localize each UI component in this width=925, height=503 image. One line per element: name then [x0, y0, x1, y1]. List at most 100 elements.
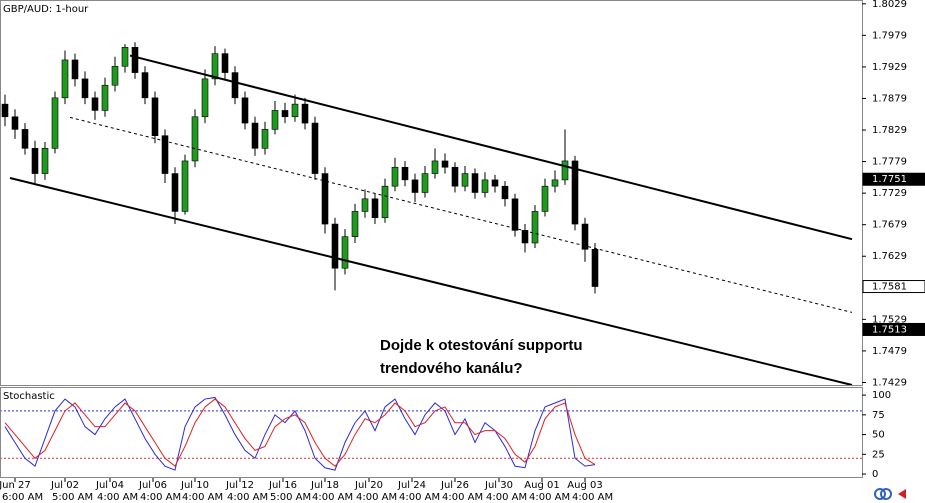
- candle-body: [131, 47, 139, 73]
- x-tick-label: Aug 03: [567, 480, 602, 491]
- candle-body: [441, 160, 449, 168]
- x-time-label: 4:00 AM: [182, 492, 223, 503]
- x-time-label: 5:00 AM: [270, 492, 311, 503]
- title-bg: [1, 2, 97, 16]
- x-time-label: 4:00 AM: [356, 492, 397, 503]
- candle-body: [561, 160, 569, 181]
- price-marker: [862, 280, 925, 294]
- x-tick-label: Jul 18: [310, 480, 339, 491]
- icon[interactable]: [874, 488, 886, 500]
- candle-body: [101, 84, 109, 111]
- indicator-line: [4, 398, 596, 467]
- candle-body: [321, 173, 329, 225]
- candle-body: [61, 59, 69, 99]
- x-tick-label: Jul 24: [397, 480, 426, 491]
- candle-body: [151, 97, 159, 136]
- candle-body: [511, 198, 519, 231]
- candle-body: [91, 97, 99, 111]
- y-tick-label: 50: [872, 430, 885, 441]
- candle-body: [221, 53, 229, 73]
- x-time-label: 4:00 AM: [312, 492, 353, 503]
- candle-body: [391, 166, 399, 187]
- candle-body: [351, 211, 359, 237]
- candle-body: [211, 53, 219, 80]
- x-tick-label: Jul 26: [440, 480, 469, 491]
- y-tick-label: 1.7979: [872, 30, 907, 41]
- candle-body: [311, 122, 319, 174]
- candle-body: [491, 179, 499, 187]
- icon[interactable]: [880, 488, 892, 500]
- indicator-frame: [0, 387, 863, 478]
- x-time-label: 4:00 AM: [486, 492, 527, 503]
- candle-body: [161, 135, 169, 174]
- x-tick-label: Jul 20: [354, 480, 383, 491]
- candle-body: [271, 110, 279, 130]
- y-tick-label: 1.7779: [872, 157, 907, 168]
- x-time-label: 4:00 AM: [572, 492, 613, 503]
- icon[interactable]: [898, 489, 906, 499]
- y-tick-label: 1.7829: [872, 125, 907, 136]
- candle-body: [531, 211, 539, 244]
- channel-line: [69, 116, 853, 313]
- y-tick-label: 100: [872, 390, 891, 401]
- candle-body: [301, 103, 309, 124]
- annotation: Dojde k otestování supportu: [380, 337, 583, 354]
- candle-body: [481, 179, 489, 193]
- candle-body: [1, 103, 9, 118]
- candle-body: [421, 173, 429, 193]
- indicator-title-bg: [1, 389, 57, 402]
- candle-body: [261, 129, 269, 149]
- y-tick-label: 0: [872, 469, 878, 480]
- candle-body: [461, 173, 469, 187]
- candle-body: [471, 173, 479, 193]
- y-tick-label: 1.7879: [872, 93, 907, 104]
- candle-body: [231, 72, 239, 99]
- x-time-label: 5:00 AM: [52, 492, 93, 503]
- candle-body: [371, 198, 379, 219]
- main-frame: [0, 0, 863, 386]
- channel-line: [9, 177, 853, 386]
- y-tick-label: 1.7929: [872, 62, 907, 73]
- candle-body: [581, 223, 589, 250]
- candle-body: [501, 185, 509, 200]
- y-tick-label: 1.7629: [872, 251, 907, 262]
- price-marker-label: 1.7751: [872, 174, 907, 185]
- x-tick-label: Jul 10: [180, 480, 209, 491]
- x-time-label: 4:00 AM: [529, 492, 570, 503]
- y-tick-label: 25: [872, 449, 885, 460]
- candle-body: [241, 97, 249, 124]
- x-tick-label: Jul 30: [484, 480, 513, 491]
- candle-body: [171, 173, 179, 212]
- candle-body: [341, 236, 349, 269]
- y-tick-label: 1.7729: [872, 188, 907, 199]
- candle-body: [141, 72, 149, 99]
- candle-body: [11, 116, 19, 130]
- candle-body: [401, 166, 409, 181]
- channel-line: [129, 54, 853, 241]
- candle-body: [191, 116, 199, 162]
- candle-body: [121, 47, 129, 67]
- nav-icons[interactable]: [874, 488, 906, 500]
- candle-body: [361, 198, 369, 212]
- x-tick-label: Jul 12: [225, 480, 254, 491]
- candle-body: [181, 160, 189, 212]
- price-marker-label: 1.7581: [872, 282, 907, 293]
- candle-body: [381, 185, 389, 219]
- x-time-label: 4:00 AM: [97, 492, 138, 503]
- y-tick-label: 1.7479: [872, 346, 907, 357]
- price-marker: [862, 322, 925, 336]
- indicator-line: [4, 396, 596, 471]
- candle-body: [251, 122, 259, 149]
- candle-body: [201, 78, 209, 118]
- y-tick-label: 1.7679: [872, 220, 907, 231]
- candle-body: [551, 179, 559, 187]
- candle-body: [291, 103, 299, 118]
- x-time-label: 4:00 AM: [399, 492, 440, 503]
- x-time-label: 6:00 AM: [2, 492, 43, 503]
- candle-body: [451, 166, 459, 187]
- candle-body: [571, 160, 579, 225]
- x-time-label: 4:00 AM: [140, 492, 181, 503]
- x-tick-label: Jul 16: [268, 480, 297, 491]
- candle-body: [41, 148, 49, 174]
